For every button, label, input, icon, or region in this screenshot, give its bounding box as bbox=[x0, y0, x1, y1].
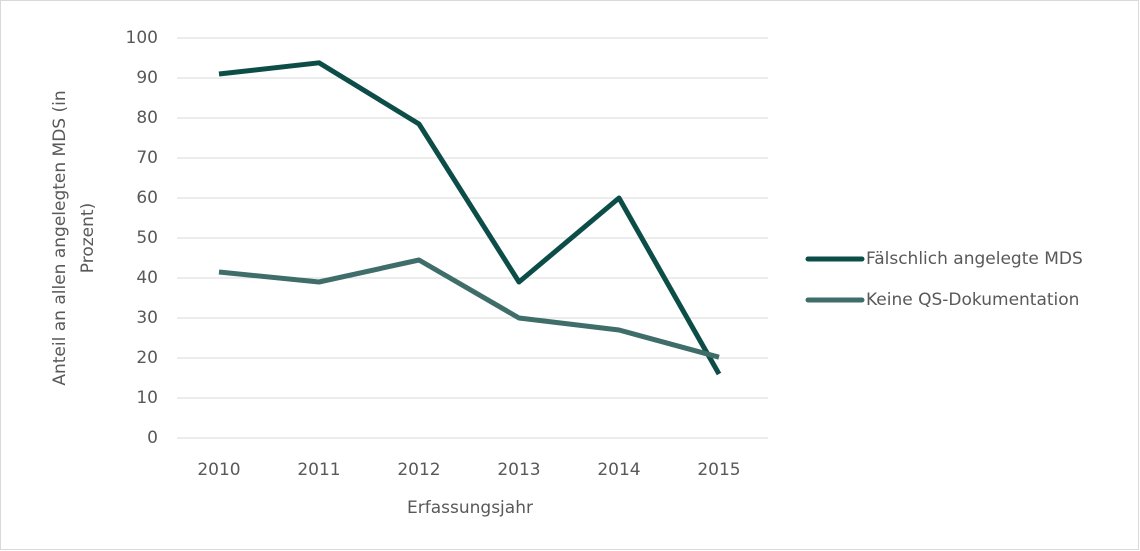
x-tick-label: 2011 bbox=[297, 460, 340, 480]
y-tick-label: 20 bbox=[136, 348, 158, 368]
y-tick-label: 70 bbox=[136, 148, 158, 168]
y-tick-label: 100 bbox=[126, 28, 158, 48]
y-tick-label: 50 bbox=[136, 228, 158, 248]
legend-label: Fälschlich angelegte MDS bbox=[866, 249, 1083, 269]
x-tick-label: 2010 bbox=[197, 460, 240, 480]
x-tick-label: 2015 bbox=[697, 460, 740, 480]
y-tick-label: 10 bbox=[136, 388, 158, 408]
y-axis-label-line: Prozent) bbox=[78, 203, 98, 273]
y-tick-label: 0 bbox=[147, 428, 158, 448]
x-axis-label: Erfassungsjahr bbox=[407, 498, 533, 518]
series-line bbox=[218, 60, 722, 376]
y-tick-label: 40 bbox=[136, 268, 158, 288]
y-tick-label: 60 bbox=[136, 188, 158, 208]
x-tick-label: 2012 bbox=[397, 460, 440, 480]
y-tick-label: 90 bbox=[136, 68, 158, 88]
y-tick-label: 80 bbox=[136, 108, 158, 128]
y-tick-label: 30 bbox=[136, 308, 158, 328]
y-axis-label-line: Anteil an allen angelegten MDS (in bbox=[50, 90, 70, 385]
x-tick-label: 2014 bbox=[597, 460, 640, 480]
legend-label: Keine QS-Dokumentation bbox=[866, 290, 1079, 310]
series-line bbox=[218, 257, 720, 360]
y-axis-label: Anteil an allen angelegten MDS (in Proze… bbox=[50, 90, 98, 385]
x-tick-label: 2013 bbox=[497, 460, 540, 480]
